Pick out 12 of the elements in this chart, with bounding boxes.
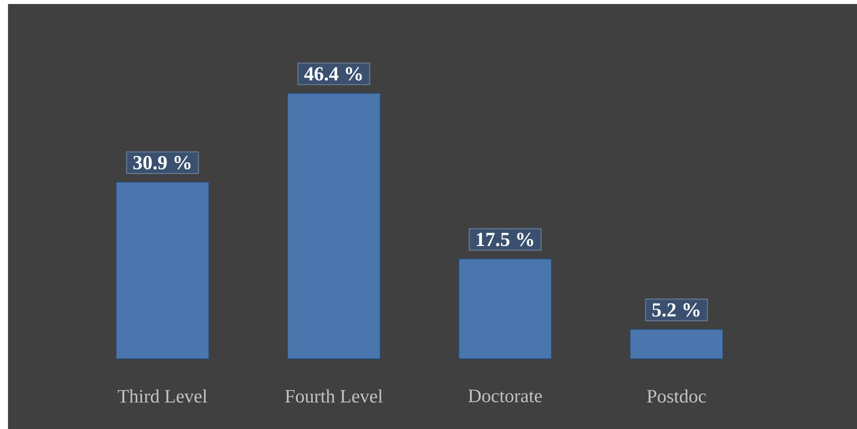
x-tick-label: Fourth Level	[285, 389, 383, 403]
bar	[629, 328, 724, 360]
x-tick-label: Third Level	[118, 389, 208, 403]
bar	[286, 92, 381, 360]
data-label: 46.4 %	[304, 67, 362, 81]
x-tick-label: Doctorate	[468, 390, 542, 402]
data-label: 5.2 %	[652, 303, 700, 317]
x-tick-label: Postdoc	[647, 389, 706, 403]
data-label: 17.5 %	[476, 232, 534, 246]
bar	[458, 258, 552, 360]
data-label: 30.9 %	[133, 156, 191, 170]
bar	[116, 181, 210, 360]
